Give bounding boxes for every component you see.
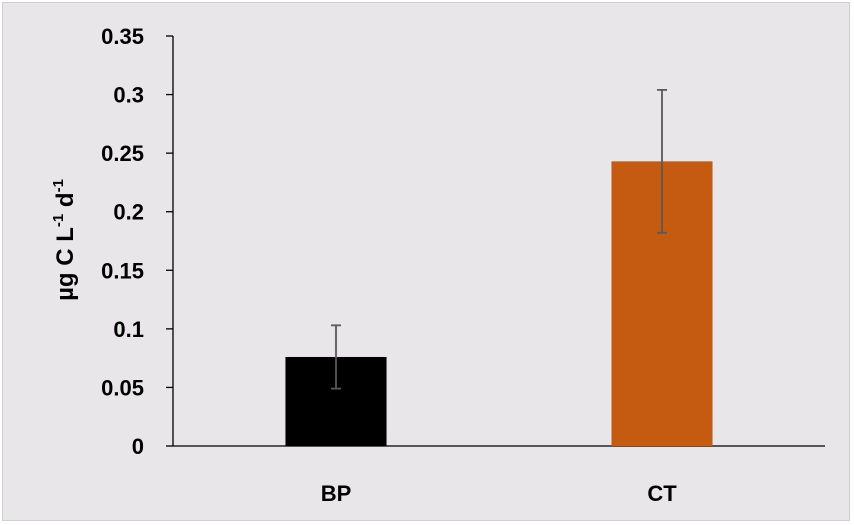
y-tick-label: 0.2 bbox=[113, 200, 144, 225]
y-axis-title: µg C L-1 d-1 bbox=[50, 179, 79, 301]
bars bbox=[285, 161, 713, 447]
y-tick-label: 0.05 bbox=[101, 375, 144, 400]
y-axis: 0 0.05 0.1 0.15 0.2 0.25 0.3 0.35 bbox=[101, 24, 174, 459]
y-tick-label: 0.35 bbox=[101, 24, 144, 49]
x-category-label: BP bbox=[321, 481, 352, 506]
y-tick-label: 0.15 bbox=[101, 258, 144, 283]
y-axis-title-mid: d bbox=[52, 192, 79, 213]
y-tick-label: 0.1 bbox=[113, 317, 144, 342]
y-tick-label: 0 bbox=[132, 434, 144, 459]
x-category-label: CT bbox=[647, 481, 677, 506]
y-tick-label: 0.25 bbox=[101, 141, 144, 166]
error-bars bbox=[331, 88, 667, 390]
y-axis-title-exponent-1: -1 bbox=[50, 214, 67, 227]
y-axis-title-base: µg C L bbox=[52, 227, 79, 301]
y-tick-label: 0.3 bbox=[113, 83, 144, 108]
y-axis-title-exponent-2: -1 bbox=[50, 179, 67, 192]
x-axis: BP CT bbox=[173, 445, 825, 506]
